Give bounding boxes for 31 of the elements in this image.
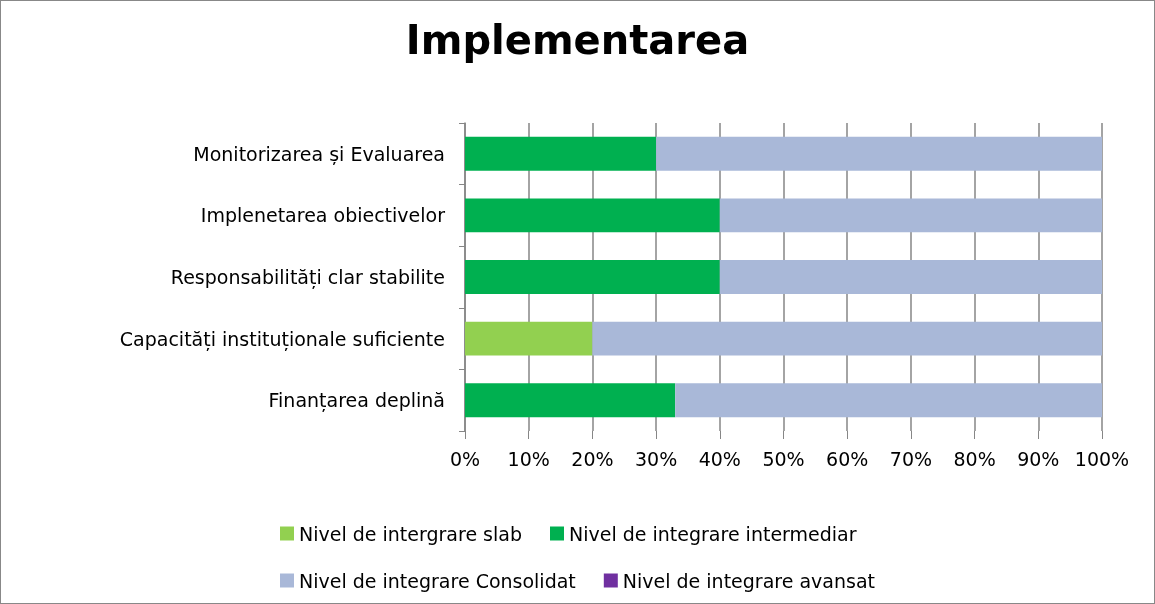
x-tick-label: 30%: [634, 447, 678, 470]
x-tick-label: 70%: [889, 447, 933, 470]
x-tick-label: 90%: [1017, 447, 1060, 470]
x-tick-label: 100%: [1074, 447, 1130, 470]
legend-label: Nivel de integrare intermediar: [568, 522, 857, 545]
bar: [465, 321, 593, 356]
legend-label: Nivel de integrare Consolidat: [299, 569, 576, 592]
x-tick-label: 50%: [762, 447, 805, 470]
x-tick-label: 60%: [826, 447, 869, 470]
bar: [465, 260, 720, 294]
bar: [719, 260, 1102, 294]
x-tick-label: 80%: [953, 447, 996, 470]
y-tick-label: Monitorizarea și Evaluarea: [193, 142, 445, 166]
bar: [465, 136, 657, 171]
bar: [675, 383, 1102, 418]
y-tick-label: Capacități instituționale suficiente: [119, 327, 445, 351]
legend-label: Nivel de intergrare slab: [299, 522, 522, 545]
bar: [592, 321, 1102, 356]
bar: [465, 383, 676, 418]
legend-label: Nivel de integrare avansat: [622, 569, 875, 592]
bar: [656, 136, 1102, 171]
bar: [465, 198, 720, 233]
x-tick-label: 10%: [507, 447, 550, 470]
x-tick-label: 40%: [698, 447, 741, 470]
y-tick-label: Responsabilități clar stabilite: [170, 266, 445, 289]
x-tick-label: 20%: [571, 447, 614, 470]
y-tick-label: Implenetarea obiectivelor: [200, 204, 446, 227]
x-tick-label: 0%: [449, 447, 481, 470]
bar: [719, 198, 1102, 233]
chart-title: Implementarea: [405, 17, 750, 63]
y-tick-label: Finanțarea deplină: [268, 389, 445, 413]
